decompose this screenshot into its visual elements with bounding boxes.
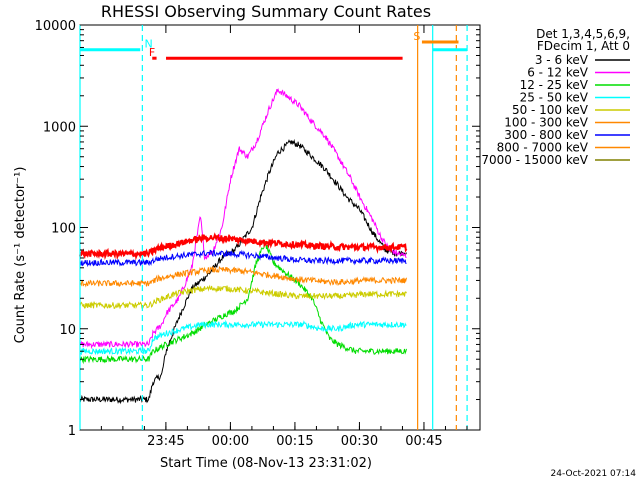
y-tick-label: 1000 xyxy=(43,120,76,135)
footer-date: 24-Oct-2021 07:14 xyxy=(551,469,637,479)
legend-entry-label: 3 - 6 keV xyxy=(535,53,589,67)
series-line-1 xyxy=(79,87,407,350)
series-line-5 xyxy=(79,265,407,288)
series-line-6 xyxy=(79,249,407,268)
y-tick-label: 100 xyxy=(51,222,76,237)
plot-frame-layer xyxy=(79,24,481,431)
chart-title: RHESSI Observing Summary Count Rates xyxy=(101,2,431,21)
axis-layer: 23:45 00:00 00:15 00:30 00:45 1 10 100 1000 10000 xyxy=(35,19,480,449)
legend-entry-label: 12 - 25 keV xyxy=(520,78,589,92)
series-line-0 xyxy=(79,138,407,405)
series-line-3 xyxy=(79,319,407,356)
series-line-9 xyxy=(79,232,408,261)
series-line-4 xyxy=(79,284,407,310)
x-tick-label: 00:45 xyxy=(405,434,442,449)
plot-frame xyxy=(79,24,481,431)
legend-entry-label: 100 - 300 keV xyxy=(504,116,588,130)
state-bar-0-label: N xyxy=(145,38,153,51)
legend-entry-label: 800 - 7000 keV xyxy=(497,141,589,155)
legend: Det 1,3,4,5,6,9,FDecim 1, Att 03 - 6 keV… xyxy=(481,27,630,167)
legend-header-line: Det 1,3,4,5,6,9, xyxy=(536,27,630,41)
legend-header-line: FDecim 1, Att 0 xyxy=(537,39,630,53)
legend-entry-label: 25 - 50 keV xyxy=(520,91,589,105)
y-tick-label: 10 xyxy=(59,323,76,338)
saa-bar-label: S xyxy=(413,30,420,43)
legend-entry-label: 7000 - 15000 keV xyxy=(481,153,588,167)
legend-entry-label: 6 - 12 keV xyxy=(527,66,589,80)
y-axis-title: Count Rate (s⁻¹ detector⁻¹) xyxy=(13,167,28,344)
y-tick-label: 1 xyxy=(68,424,76,439)
flare-bar-label: F xyxy=(149,46,155,59)
series-layer xyxy=(79,87,408,405)
x-tick-label: 23:45 xyxy=(147,434,184,449)
x-tick-label: 00:30 xyxy=(341,434,378,449)
marker-layer: NF S xyxy=(79,25,468,430)
legend-entry-label: 300 - 800 keV xyxy=(504,128,588,142)
series-line-2 xyxy=(79,241,407,365)
x-tick-label: 00:15 xyxy=(276,434,313,449)
x-axis-title: Start Time (08-Nov-13 23:31:02) xyxy=(160,456,372,471)
x-tick-label: 00:00 xyxy=(212,434,249,449)
y-tick-label: 10000 xyxy=(35,19,76,34)
legend-entry-label: 50 - 100 keV xyxy=(512,103,589,117)
